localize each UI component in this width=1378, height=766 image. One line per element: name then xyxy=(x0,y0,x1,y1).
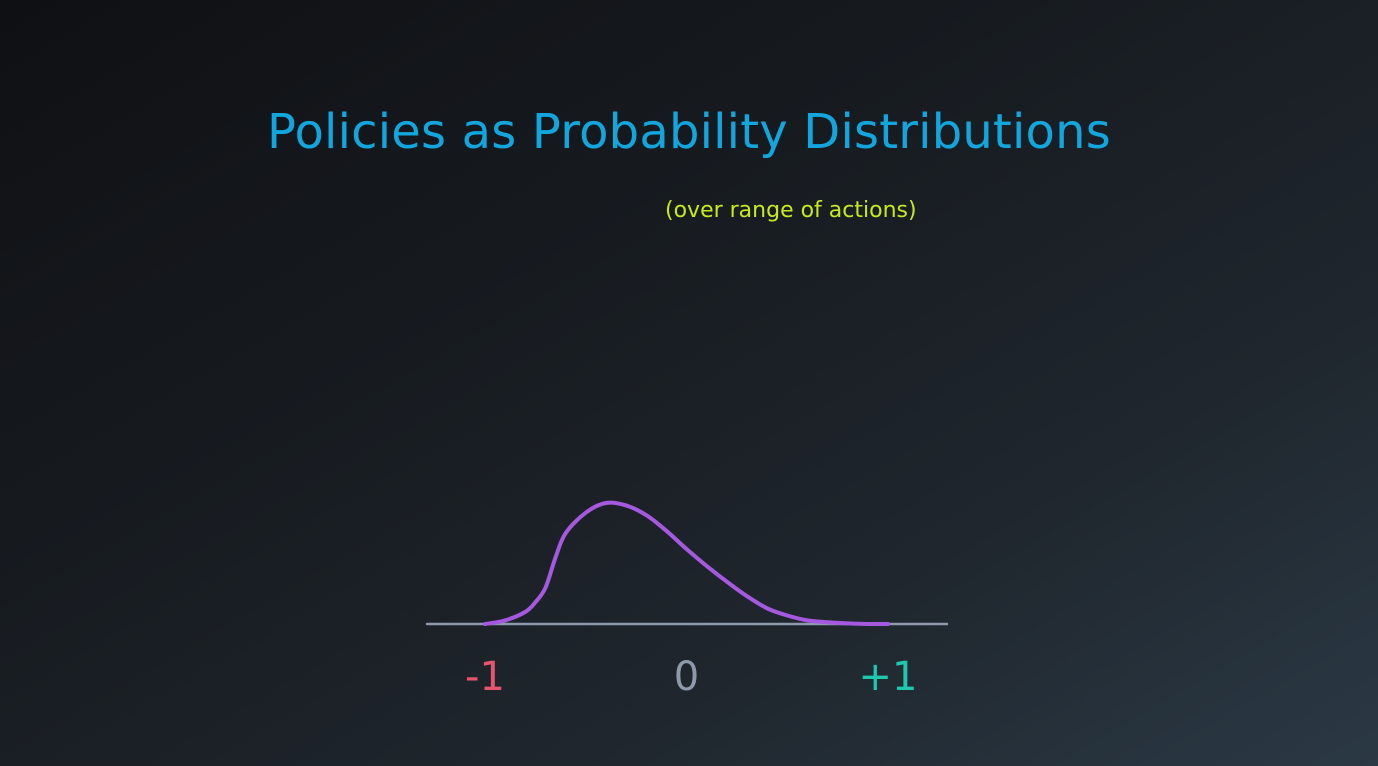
slide-title: Policies as Probability Distributions xyxy=(267,104,1111,160)
probability-density-curve xyxy=(483,500,890,626)
tick-label-minus-one: -1 xyxy=(465,654,505,700)
tick-label-plus-one: +1 xyxy=(859,654,918,700)
slide-subtitle: (over range of actions) xyxy=(665,198,917,223)
x-tick-labels: -1 0 +1 xyxy=(465,654,917,700)
tick-label-zero: 0 xyxy=(674,654,699,700)
